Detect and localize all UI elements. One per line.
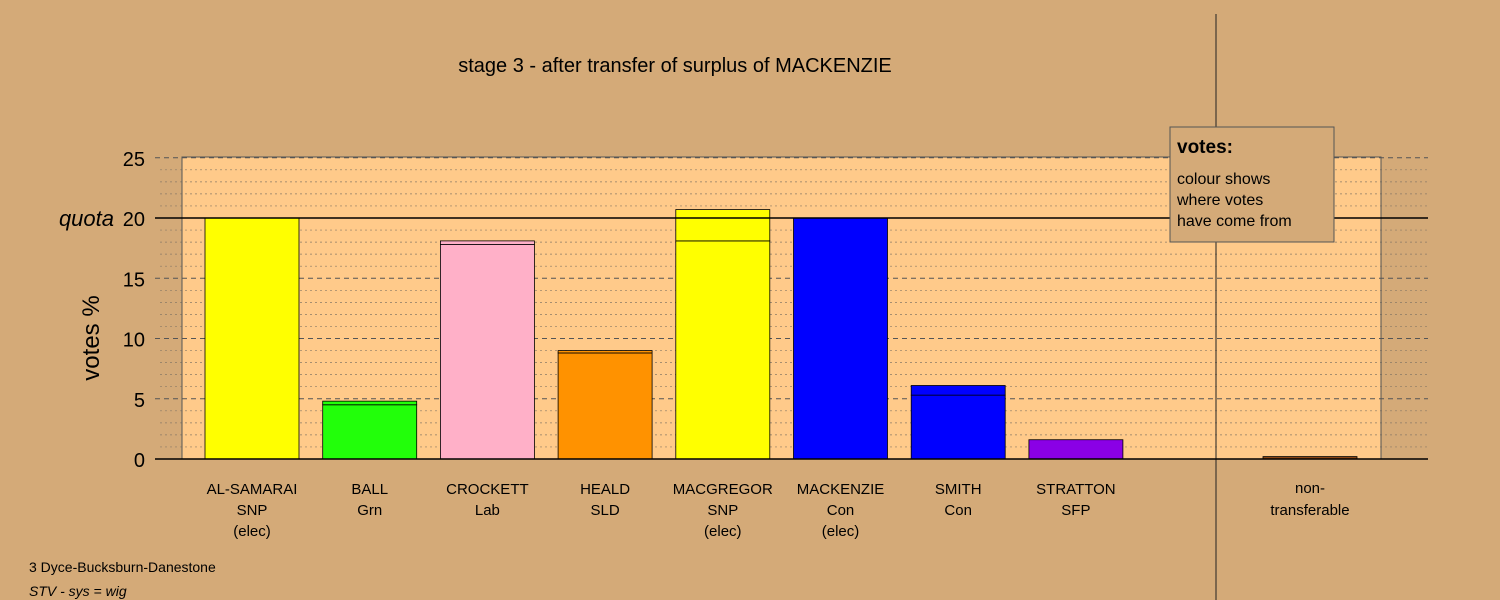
chart-title: stage 3 - after transfer of surplus of M… xyxy=(458,55,892,77)
bar-al-samarai-segment-1 xyxy=(204,217,300,460)
x-label-crockett-name: CROCKETT xyxy=(446,481,529,498)
x-label-macgregor-name: MACGREGOR xyxy=(673,481,773,498)
x-label-stratton-name: STRATTON xyxy=(1036,481,1115,498)
x-label-mackenzie-party: Con xyxy=(827,502,855,519)
bar-stratton-segment-1 xyxy=(1028,439,1124,460)
y-tick-labels: 0 5 10 15 20 25 xyxy=(123,149,145,472)
bar-ball-segment-1 xyxy=(322,404,418,460)
bar-ball-segment-2 xyxy=(322,400,418,406)
x-label-ball-party: Grn xyxy=(357,502,382,519)
x-label-al-samarai-name: AL-SAMARAI xyxy=(207,481,298,498)
legend-line-1: colour shows xyxy=(1177,171,1270,188)
x-label-heald-name: HEALD xyxy=(580,481,630,498)
legend-line-3: have come from xyxy=(1177,213,1292,230)
x-tick-labels: AL-SAMARAI SNP (elec) BALL Grn CROCKETT Lab HEA… xyxy=(207,480,1350,540)
y-tick-label: 20 xyxy=(123,209,145,231)
bar-mackenzie-segment-1 xyxy=(793,217,888,460)
x-label-stratton-party: SFP xyxy=(1061,502,1090,519)
y-axis-label: votes % xyxy=(78,295,105,380)
ward-name: 3 Dyce-Bucksburn-Danestone xyxy=(29,559,216,575)
bar-macgregor-segment-1 xyxy=(675,240,771,460)
legend-title: votes: xyxy=(1177,137,1233,158)
x-label-ball-name: BALL xyxy=(351,481,388,498)
bar-smith-segment-2 xyxy=(910,385,1006,396)
x-label-macgregor-party: SNP xyxy=(707,502,738,519)
y-tick-label: 25 xyxy=(123,149,145,171)
x-label-heald-party: SLD xyxy=(591,502,620,519)
bar-crockett-segment-2 xyxy=(439,240,535,245)
bar-smith-segment-1 xyxy=(910,394,1006,460)
x-label-al-samarai-party: SNP xyxy=(237,502,268,519)
quota-label: quota xyxy=(59,206,114,231)
x-label-nontransferable-2: transferable xyxy=(1270,502,1349,519)
legend-line-2: where votes xyxy=(1176,192,1263,209)
y-tick-label: 0 xyxy=(134,450,145,472)
x-label-smith-name: SMITH xyxy=(935,481,982,498)
bar-crockett-segment-1 xyxy=(439,244,535,460)
bar-heald-segment-1 xyxy=(557,352,653,460)
legend-box: votes: colour shows where votes have com… xyxy=(1169,126,1335,243)
x-label-macgregor-status: (elec) xyxy=(704,523,742,540)
x-label-mackenzie-status: (elec) xyxy=(822,523,860,540)
x-label-al-samarai-status: (elec) xyxy=(233,523,271,540)
y-tick-label: 15 xyxy=(123,269,145,291)
y-tick-label: 10 xyxy=(123,330,145,352)
x-label-mackenzie-name: MACKENZIE xyxy=(797,481,885,498)
y-tick-label: 5 xyxy=(134,390,145,412)
x-label-smith-party: Con xyxy=(944,502,972,519)
bar-heald-segment-2 xyxy=(557,350,653,354)
bar-macgregor-segment-2 xyxy=(675,209,771,242)
x-label-nontransferable-1: non- xyxy=(1295,480,1325,497)
system-label: STV - sys = wig xyxy=(29,583,127,599)
x-label-crockett-party: Lab xyxy=(475,502,500,519)
